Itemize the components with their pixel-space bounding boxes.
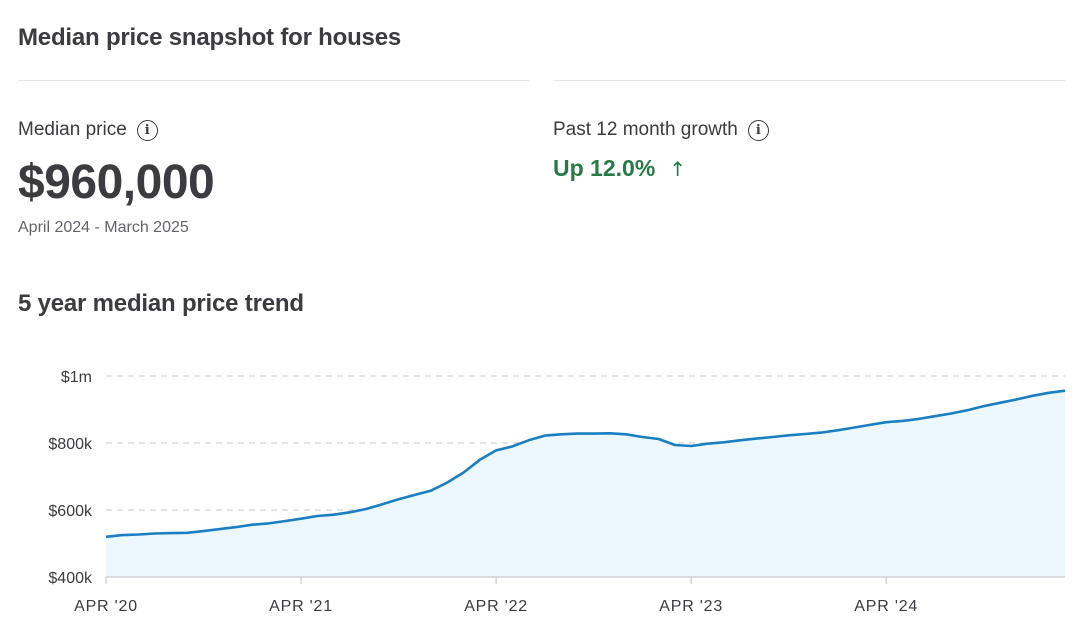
x-tick-label: APR '24 <box>854 598 918 615</box>
median-price-value: $960,000 <box>18 156 215 209</box>
divider-left <box>18 80 529 81</box>
median-price-block: Median price i $960,000 April 2024 - Mar… <box>18 118 215 237</box>
arrow-up-icon: ↑ <box>669 156 687 181</box>
area-fill <box>106 390 1065 577</box>
trend-chart-title: 5 year median price trend <box>18 290 304 317</box>
series-line <box>105 389 1066 539</box>
divider-right <box>553 80 1065 81</box>
snapshot-title: Median price snapshot for houses <box>18 24 402 51</box>
median-price-label: Median price <box>18 119 127 140</box>
growth-label: Past 12 month growth <box>553 119 738 140</box>
y-tick-label: $400k <box>48 570 93 587</box>
x-tick-label: APR '20 <box>74 598 138 615</box>
growth-block: Past 12 month growth i Up 12.0% ↑ <box>553 118 769 182</box>
x-tick-label: APR '22 <box>464 598 528 615</box>
median-price-info-icon[interactable]: i <box>136 119 158 141</box>
x-tick-label: APR '23 <box>659 598 723 615</box>
median-price-date-range: April 2024 - March 2025 <box>18 219 189 236</box>
y-tick-label: $800k <box>48 436 93 453</box>
x-tick-label: APR '21 <box>269 598 333 615</box>
y-tick-label: $1m <box>61 369 92 386</box>
y-tick-label: $600k <box>48 503 93 520</box>
growth-info-icon[interactable]: i <box>747 119 769 141</box>
growth-value: Up 12.0% <box>553 155 656 181</box>
